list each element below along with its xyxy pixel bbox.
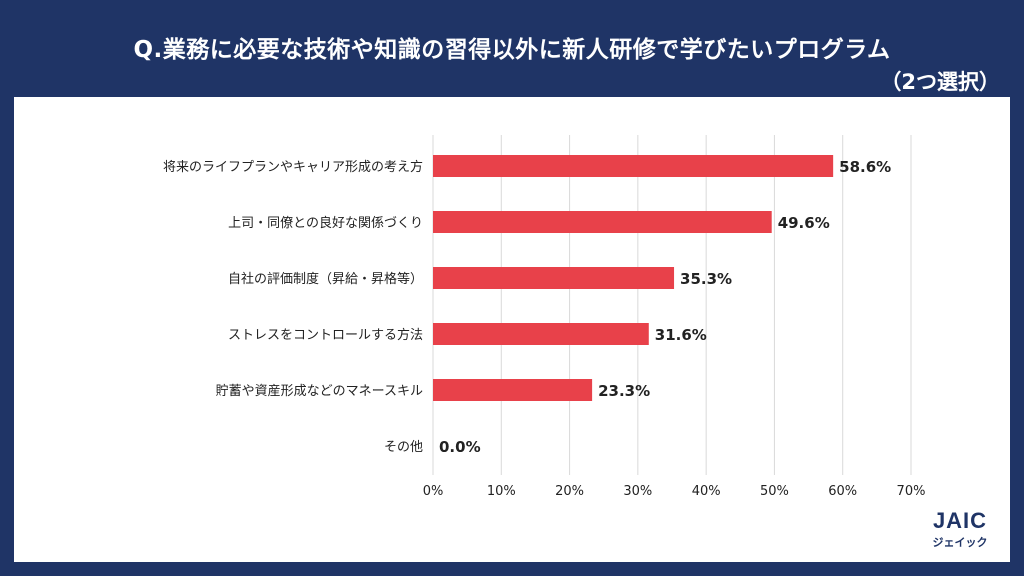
category-label: その他 xyxy=(384,440,423,455)
chart-panel: 0% 10% 20% 30% 40% 50% 60% 70% 将来のライフプランやキャリア形成の… xyxy=(14,97,1010,562)
category-label: 貯蓄や資産形成などのマネースキル xyxy=(216,383,423,399)
x-tick-label: 70% xyxy=(897,484,926,499)
x-tick-label: 20% xyxy=(555,484,584,499)
bar xyxy=(433,211,772,233)
data-label: 49.6% xyxy=(778,214,830,232)
bar xyxy=(433,155,834,177)
bar xyxy=(433,267,675,289)
x-tick-label: 30% xyxy=(623,484,652,499)
category-label: 将来のライフプランやキャリア形成の考え方 xyxy=(163,159,423,175)
data-label: 58.6% xyxy=(839,158,891,176)
category-label: ストレスをコントロールする方法 xyxy=(228,327,423,343)
chart-subtitle: （2つ選択） xyxy=(880,70,1000,94)
bar xyxy=(433,323,649,345)
x-tick-label: 60% xyxy=(828,484,857,499)
x-tick-label: 40% xyxy=(692,484,721,499)
chart-title: Q.業務に必要な技術や知識の習得以外に新人研修で学びたいプログラム xyxy=(133,37,891,63)
bar xyxy=(433,379,593,401)
data-label: 31.6% xyxy=(655,326,707,344)
x-tick-label: 0% xyxy=(423,484,444,499)
data-label: 23.3% xyxy=(598,382,650,400)
logo: JAIC ジェイック xyxy=(920,508,1000,554)
data-label: 0.0% xyxy=(439,438,481,456)
x-tick-label: 10% xyxy=(487,484,516,499)
logo-subtext: ジェイック xyxy=(932,536,988,549)
data-label: 35.3% xyxy=(680,270,732,288)
category-label: 自社の評価制度（昇給・昇格等） xyxy=(228,271,423,287)
bar-chart: 0% 10% 20% 30% 40% 50% 60% 70% 将来のライフプランやキャリア形成の… xyxy=(163,135,926,499)
x-tick-label: 50% xyxy=(760,484,789,499)
logo-text: JAIC xyxy=(932,508,988,533)
category-label: 上司・同僚との良好な関係づくり xyxy=(228,215,423,231)
